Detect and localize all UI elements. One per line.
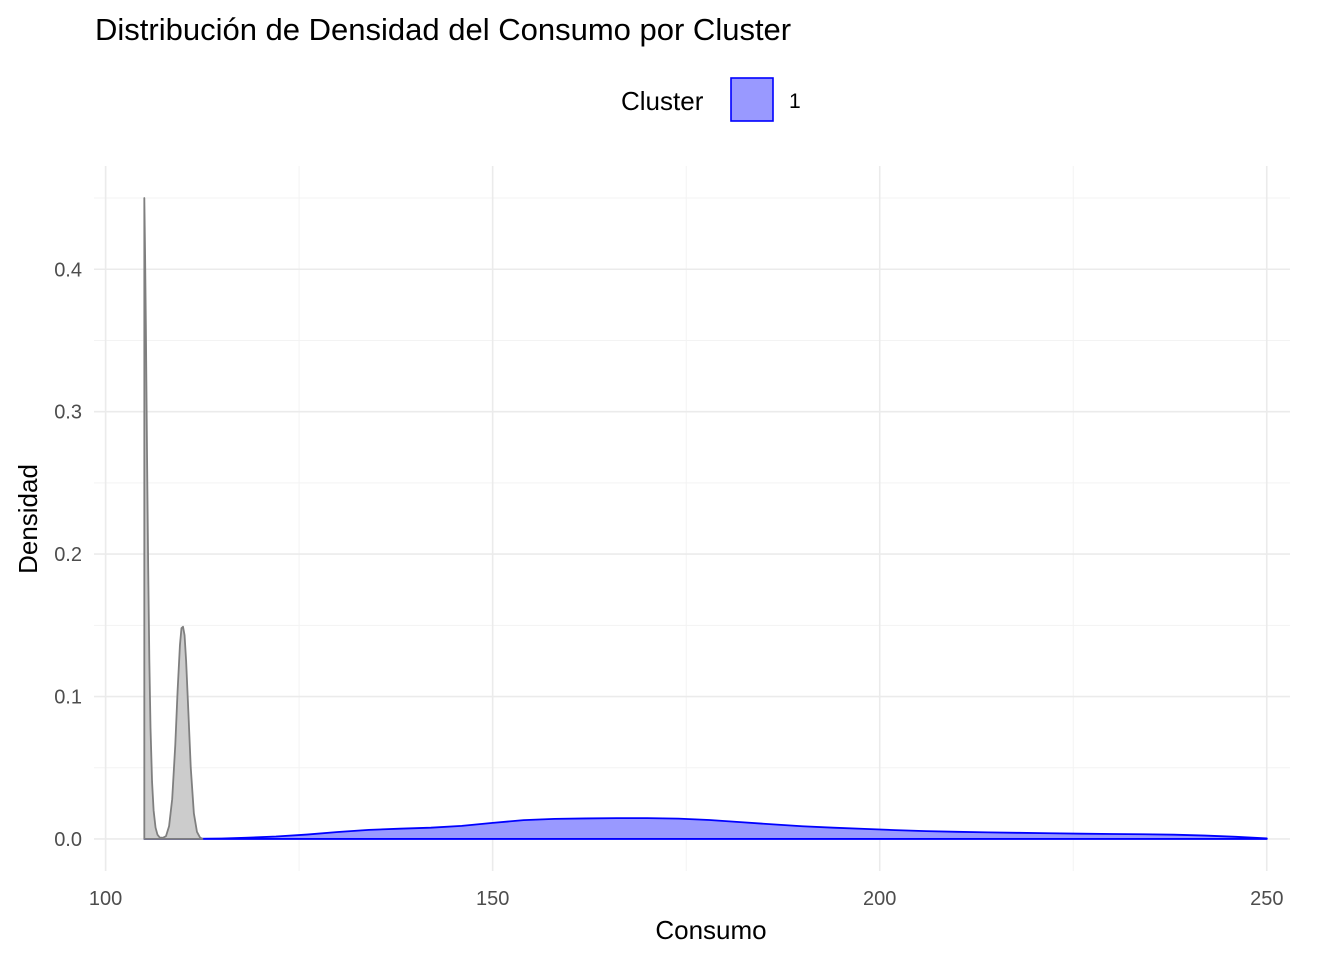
x-axis-title: Consumo (655, 915, 766, 945)
y-tick-label: 0.2 (54, 544, 82, 566)
legend-label-cluster-1: 1 (789, 90, 801, 113)
x-tick-label: 250 (1250, 888, 1283, 910)
legend: Cluster 1 (621, 77, 801, 122)
density-area-cluster-1 (143, 817, 1268, 840)
y-tick-label: 0.1 (54, 687, 82, 709)
legend-key-cluster-1 (730, 77, 774, 122)
y-tick-label: 0.3 (54, 402, 82, 424)
x-tick-label: 100 (89, 888, 122, 910)
y-tick-label: 0.0 (54, 829, 82, 851)
y-axis: 0.0 0.1 0.2 0.3 0.4 (54, 259, 82, 851)
chart-title: Distribución de Densidad del Consumo por… (95, 12, 791, 47)
legend-title: Cluster (621, 86, 704, 116)
x-tick-label: 200 (863, 888, 896, 910)
y-axis-title: Densidad (13, 464, 43, 574)
x-axis: 100 150 200 250 (89, 888, 1284, 910)
grid (94, 166, 1290, 871)
density-series (143, 197, 1268, 840)
x-tick-label: 150 (476, 888, 509, 910)
density-area-series-2 (143, 197, 204, 840)
y-tick-label: 0.4 (54, 259, 82, 281)
